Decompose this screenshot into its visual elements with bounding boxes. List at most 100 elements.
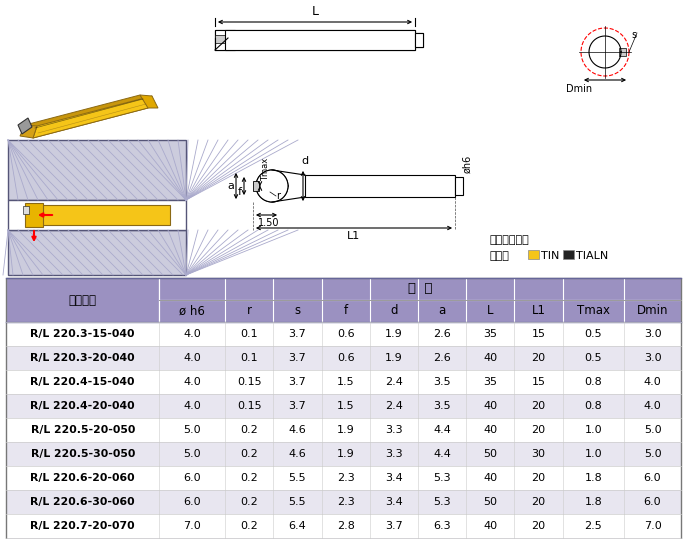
Text: 3.0: 3.0 <box>644 353 662 363</box>
Text: 0.1: 0.1 <box>240 329 258 339</box>
Bar <box>455 177 463 195</box>
Text: 5.0: 5.0 <box>644 425 662 435</box>
Text: 3.7: 3.7 <box>289 377 306 387</box>
Text: 35: 35 <box>484 377 497 387</box>
Text: 3.7: 3.7 <box>385 521 403 531</box>
Text: 2.4: 2.4 <box>385 377 403 387</box>
Text: 0.8: 0.8 <box>585 401 602 411</box>
Text: R/L 220.7-20-070: R/L 220.7-20-070 <box>30 521 135 531</box>
Bar <box>6 370 681 394</box>
Text: 6.0: 6.0 <box>183 473 201 483</box>
Text: 6.0: 6.0 <box>644 473 662 483</box>
Text: 4.4: 4.4 <box>433 449 451 459</box>
Text: R/L 220.3-15-040: R/L 220.3-15-040 <box>30 329 135 339</box>
Bar <box>159 300 681 322</box>
Text: 40: 40 <box>483 401 497 411</box>
Text: 1.9: 1.9 <box>385 353 403 363</box>
Polygon shape <box>140 95 158 108</box>
Text: f: f <box>344 305 348 317</box>
Text: 3.3: 3.3 <box>385 425 403 435</box>
Text: 35: 35 <box>484 329 497 339</box>
Text: øh6: øh6 <box>462 155 472 173</box>
Text: 4.0: 4.0 <box>183 329 201 339</box>
Text: 5.0: 5.0 <box>183 449 201 459</box>
Text: 3.7: 3.7 <box>289 353 306 363</box>
Text: L1: L1 <box>532 305 545 317</box>
Bar <box>6 490 681 514</box>
Bar <box>253 181 259 191</box>
Text: 4.0: 4.0 <box>183 401 201 411</box>
Bar <box>225 30 415 50</box>
Bar <box>528 250 539 259</box>
Text: R/L 220.6-30-060: R/L 220.6-30-060 <box>30 497 135 507</box>
Bar <box>215 30 415 50</box>
Text: 3.4: 3.4 <box>385 473 403 483</box>
Text: 30: 30 <box>532 449 545 459</box>
Text: 4.4: 4.4 <box>433 425 451 435</box>
Polygon shape <box>25 95 148 138</box>
Text: 2.3: 2.3 <box>337 497 354 507</box>
Bar <box>415 33 423 47</box>
Text: r: r <box>247 305 251 317</box>
Text: 1.0: 1.0 <box>585 425 602 435</box>
Text: R/L 220.5-30-050: R/L 220.5-30-050 <box>30 449 135 459</box>
Bar <box>6 442 681 466</box>
Bar <box>6 278 159 322</box>
Text: R/L 220.4-15-040: R/L 220.4-15-040 <box>30 377 135 387</box>
Bar <box>6 322 681 346</box>
Bar <box>619 48 626 56</box>
Text: 2.5: 2.5 <box>585 521 602 531</box>
Text: Dmin: Dmin <box>637 305 668 317</box>
Text: 40: 40 <box>483 473 497 483</box>
Text: 4.0: 4.0 <box>183 353 201 363</box>
Bar <box>8 230 186 275</box>
Text: 20: 20 <box>532 425 545 435</box>
Text: 3.0: 3.0 <box>644 329 662 339</box>
Text: 6.0: 6.0 <box>644 497 662 507</box>
Text: L1: L1 <box>348 231 361 241</box>
Bar <box>6 418 681 442</box>
Text: 2.6: 2.6 <box>433 353 451 363</box>
Text: R/L 220.6-20-060: R/L 220.6-20-060 <box>30 473 135 483</box>
Bar <box>23 206 29 214</box>
Text: R/L 220.3-20-040: R/L 220.3-20-040 <box>30 353 135 363</box>
Text: 1.5: 1.5 <box>337 401 354 411</box>
Text: 2.4: 2.4 <box>385 401 403 411</box>
Text: 0.2: 0.2 <box>240 521 258 531</box>
Text: 40: 40 <box>483 353 497 363</box>
Text: 40: 40 <box>483 425 497 435</box>
Text: Tmax: Tmax <box>577 305 610 317</box>
Text: a: a <box>438 305 446 317</box>
Text: 5.3: 5.3 <box>433 473 451 483</box>
Text: 4.6: 4.6 <box>289 449 306 459</box>
Polygon shape <box>18 118 32 134</box>
Text: 0.15: 0.15 <box>237 401 262 411</box>
Text: R/L 220.5-20-050: R/L 220.5-20-050 <box>30 425 135 435</box>
Text: 4.0: 4.0 <box>644 401 662 411</box>
Text: ø h6: ø h6 <box>179 305 205 317</box>
Text: 50: 50 <box>484 449 497 459</box>
Text: 3.5: 3.5 <box>433 401 451 411</box>
Text: 1.9: 1.9 <box>337 449 354 459</box>
Text: 5.0: 5.0 <box>183 425 201 435</box>
Polygon shape <box>33 96 152 138</box>
Text: 0.8: 0.8 <box>585 377 602 387</box>
Text: 40: 40 <box>483 521 497 531</box>
Text: 3.4: 3.4 <box>385 497 403 507</box>
Bar <box>6 466 681 490</box>
Text: 0.1: 0.1 <box>240 353 258 363</box>
Text: 1.9: 1.9 <box>337 425 354 435</box>
Text: 4.0: 4.0 <box>644 377 662 387</box>
Text: 0.2: 0.2 <box>240 497 258 507</box>
Text: 0.15: 0.15 <box>237 377 262 387</box>
Text: 1.0: 1.0 <box>585 449 602 459</box>
Text: L: L <box>487 305 493 317</box>
Text: 2.8: 2.8 <box>337 521 354 531</box>
Text: 规格型号: 规格型号 <box>69 294 97 307</box>
Text: 20: 20 <box>532 401 545 411</box>
Text: 5.0: 5.0 <box>644 449 662 459</box>
Bar <box>305 175 455 197</box>
Text: 1.50: 1.50 <box>258 218 280 228</box>
Text: 6.4: 6.4 <box>289 521 306 531</box>
Text: 0.2: 0.2 <box>240 449 258 459</box>
